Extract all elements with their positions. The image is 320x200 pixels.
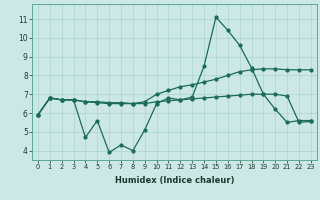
X-axis label: Humidex (Indice chaleur): Humidex (Indice chaleur) [115, 176, 234, 185]
